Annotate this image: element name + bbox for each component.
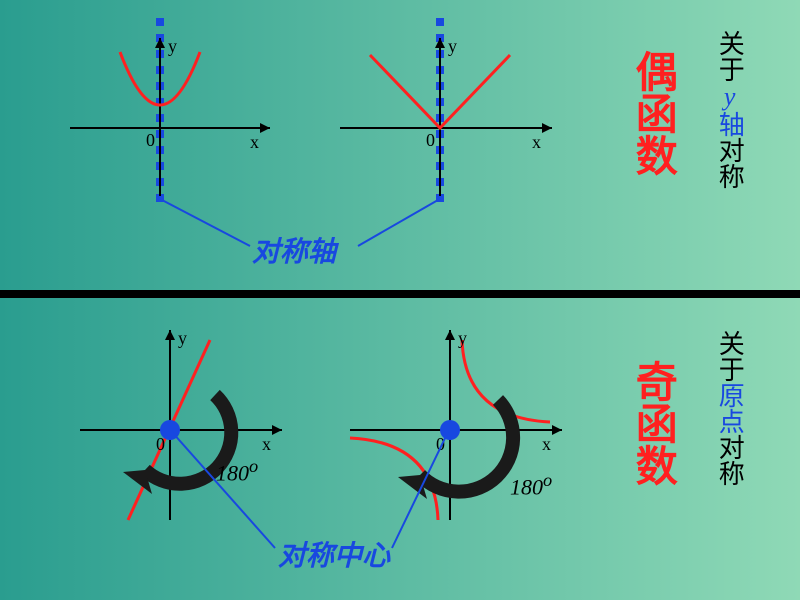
annot-bot-origin: 原点 — [715, 382, 744, 434]
callout-bottom — [0, 0, 800, 600]
annot-bottom: 关于原点对称 — [714, 330, 745, 486]
label-symcenter: 对称中心 — [278, 534, 390, 574]
title-odd: 奇函数 — [628, 360, 676, 486]
annot-bot-pre: 关于 — [715, 330, 744, 382]
annot-bot-post: 对称 — [715, 434, 744, 486]
